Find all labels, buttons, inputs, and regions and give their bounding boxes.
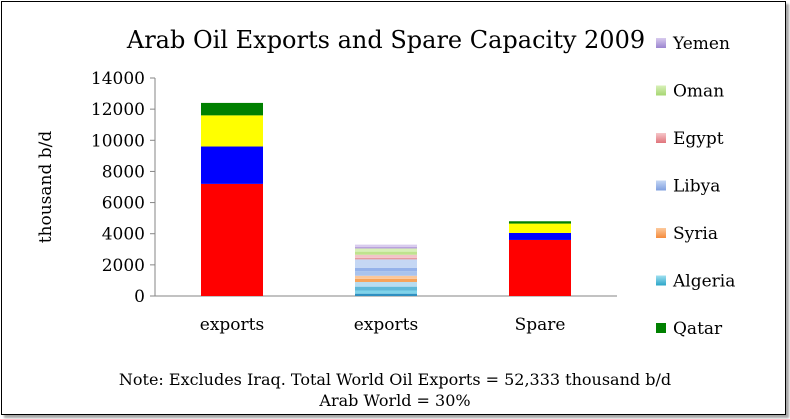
bar-segment: [355, 286, 417, 291]
bar-segment: [201, 183, 263, 296]
legend-label: Qatar: [673, 319, 723, 339]
bar-segment: [355, 259, 417, 268]
legend-label: Syria: [673, 224, 718, 244]
bar-segment: [355, 251, 417, 255]
bar-segment: [201, 102, 263, 116]
y-tick-label: 2000: [102, 256, 145, 276]
bar-segment: [355, 271, 417, 276]
y-axis-label: thousand b/d: [36, 131, 56, 244]
bar-segment: [509, 239, 571, 296]
legend-label: Libya: [673, 177, 720, 197]
legend-swatch: [656, 180, 666, 191]
bar-segment: [355, 248, 417, 252]
y-tick-label: 0: [134, 287, 145, 307]
legend-label: Algeria: [672, 272, 735, 292]
note-line-2: Arab World = 30%: [319, 391, 471, 410]
bar-segment: [355, 244, 417, 247]
bar-segment: [355, 257, 417, 260]
x-category-label: exports: [354, 315, 418, 335]
legend-swatch: [656, 228, 666, 238]
bar-segment: [201, 146, 263, 184]
bar-segment: [355, 246, 417, 249]
legend-swatch: [656, 38, 666, 48]
bar-segment: [355, 278, 417, 282]
x-category-label: Spare: [515, 315, 566, 335]
legend-label: Yemen: [672, 34, 730, 54]
legend-label: Egypt: [673, 129, 724, 149]
bar-segment: [355, 275, 417, 279]
bar-segment: [201, 115, 263, 147]
bar-segment: [355, 281, 417, 287]
legend-swatch: [656, 85, 666, 96]
y-tick-label: 8000: [102, 162, 145, 182]
legend-label: Oman: [673, 82, 724, 102]
legend-swatch: [656, 133, 666, 143]
bar-segment: [509, 221, 571, 224]
bar-segment: [355, 254, 417, 258]
legend-swatch: [656, 323, 666, 333]
bar-segment: [355, 290, 417, 294]
y-tick-label: 14000: [91, 69, 145, 89]
bar-segment: [509, 232, 571, 240]
note-line-1: Note: Excludes Iraq. Total World Oil Exp…: [118, 370, 672, 389]
y-tick-label: 10000: [91, 131, 145, 151]
y-tick-label: 6000: [102, 194, 145, 214]
x-category-label: exports: [200, 315, 264, 335]
chart-title: Arab Oil Exports and Spare Capacity 2009: [126, 26, 645, 54]
y-tick-label: 12000: [91, 100, 145, 120]
bar-segment: [509, 223, 571, 233]
bar-segment: [355, 267, 417, 272]
bar-segment: [355, 293, 417, 296]
legend-swatch: [656, 275, 666, 286]
y-tick-label: 4000: [102, 225, 145, 245]
